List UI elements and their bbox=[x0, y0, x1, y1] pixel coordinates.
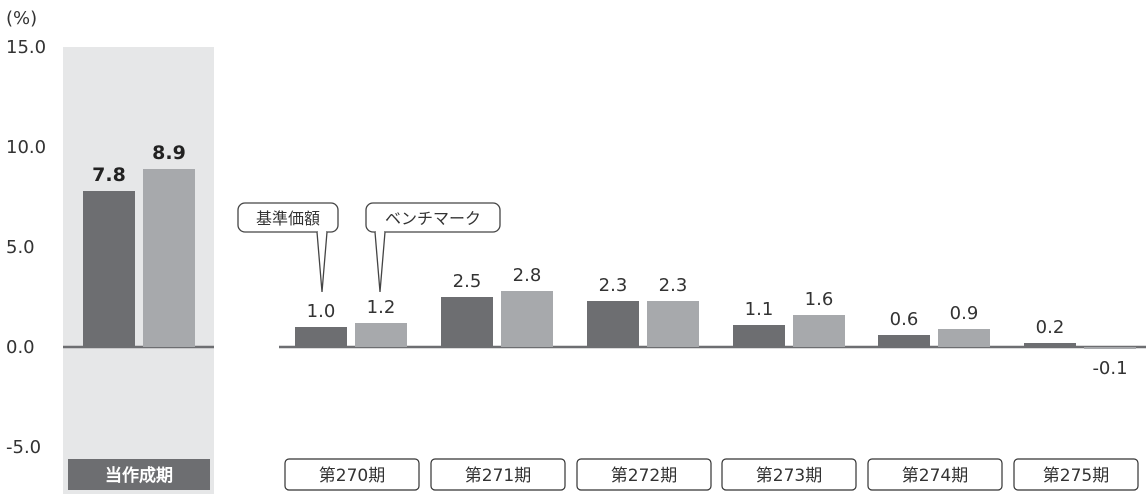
bar bbox=[793, 315, 845, 347]
data-label: 1.2 bbox=[367, 297, 396, 318]
category-label: 第275期 bbox=[1043, 466, 1109, 486]
data-label: 2.3 bbox=[599, 275, 628, 296]
data-label: 0.2 bbox=[1036, 317, 1065, 338]
y-tick-label: 15.0 bbox=[6, 37, 46, 58]
bar bbox=[1084, 347, 1136, 349]
data-label: 1.6 bbox=[805, 289, 834, 310]
data-label: -0.1 bbox=[1092, 358, 1127, 379]
bar bbox=[1024, 343, 1076, 347]
data-label: 0.9 bbox=[950, 303, 979, 324]
bar bbox=[878, 335, 930, 347]
data-label: 2.8 bbox=[513, 265, 542, 286]
data-label: 0.6 bbox=[890, 309, 919, 330]
y-tick-label: -5.0 bbox=[6, 437, 41, 458]
category-label: 第272期 bbox=[611, 466, 677, 486]
category-label: 第271期 bbox=[465, 466, 531, 486]
bar bbox=[938, 329, 990, 347]
y-axis-unit-label: (%) bbox=[6, 8, 37, 29]
callout-pointer bbox=[375, 232, 385, 292]
category-label: 第273期 bbox=[756, 466, 822, 486]
bar bbox=[587, 301, 639, 347]
bar bbox=[733, 325, 785, 347]
data-label: 2.3 bbox=[659, 275, 688, 296]
bar bbox=[143, 169, 195, 347]
callout-pointer bbox=[317, 232, 327, 292]
bar bbox=[501, 291, 553, 347]
bar bbox=[83, 191, 135, 347]
y-tick-label: 10.0 bbox=[6, 137, 46, 158]
data-label: 1.1 bbox=[745, 299, 774, 320]
category-labels: 当作成期 第270期 第271期 第272期 第273期 第274期 第275期 bbox=[68, 459, 1138, 490]
callout-text: 基準価額 bbox=[256, 209, 320, 228]
data-label: 7.8 bbox=[92, 164, 126, 186]
data-label: 2.5 bbox=[453, 271, 482, 292]
y-tick-labels: 15.0 10.0 5.0 0.0 -5.0 bbox=[6, 37, 46, 458]
callout-text: ベンチマーク bbox=[385, 209, 481, 228]
category-label: 当作成期 bbox=[105, 465, 173, 486]
data-label: 1.0 bbox=[307, 301, 336, 322]
bar bbox=[295, 327, 347, 347]
bar bbox=[441, 297, 493, 347]
bar bbox=[647, 301, 699, 347]
data-label: 8.9 bbox=[152, 142, 186, 164]
category-label: 第270期 bbox=[319, 466, 385, 486]
bar bbox=[355, 323, 407, 347]
category-label: 第274期 bbox=[902, 466, 968, 486]
y-tick-label: 5.0 bbox=[6, 237, 35, 258]
y-tick-label: 0.0 bbox=[6, 337, 35, 358]
